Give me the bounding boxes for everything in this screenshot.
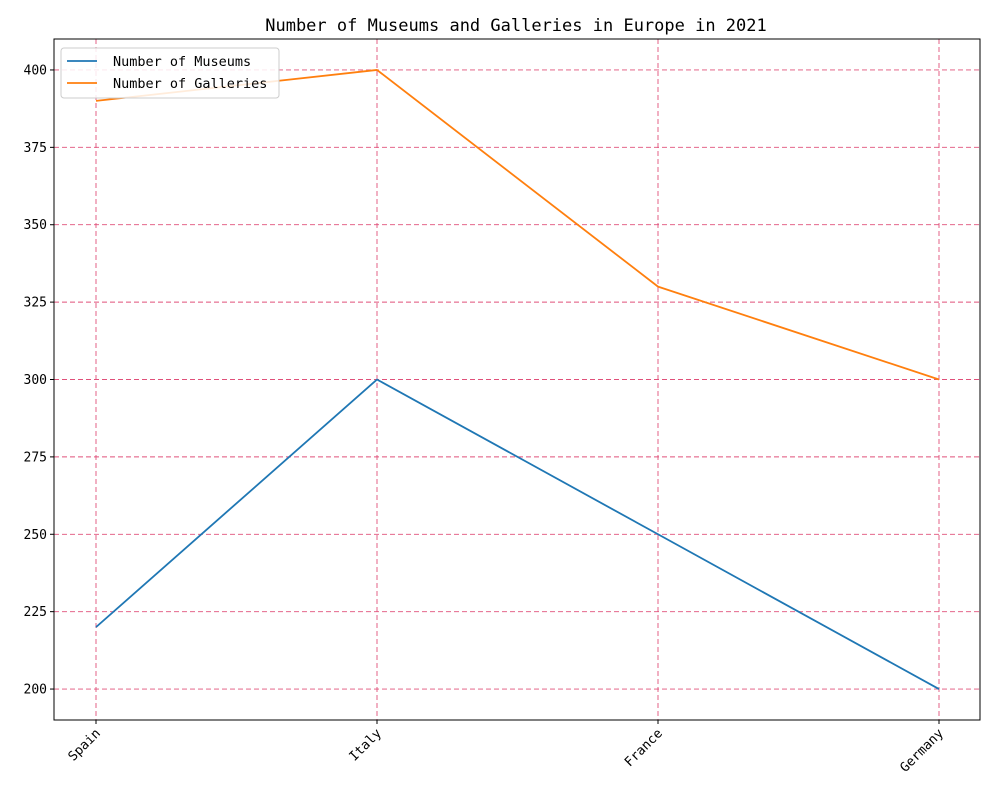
y-tick-label: 250 bbox=[24, 528, 47, 543]
x-tick-label: Italy bbox=[347, 726, 385, 764]
legend-label: Number of Museums bbox=[113, 54, 251, 70]
y-tick-label: 200 bbox=[24, 683, 47, 698]
y-tick-label: 325 bbox=[24, 296, 47, 311]
legend-box bbox=[60, 47, 280, 99]
y-tick-label: 375 bbox=[24, 141, 47, 156]
x-tick-label: Germany bbox=[897, 726, 946, 775]
legend-label: Number of Galleries bbox=[113, 76, 267, 92]
legend: Number of Museums Number of Galleries bbox=[60, 47, 280, 99]
grid bbox=[54, 39, 980, 720]
y-axis: 200 225 250 275 300 325 350 375 400 bbox=[24, 63, 54, 698]
y-tick-label: 400 bbox=[24, 63, 47, 78]
chart-title: Number of Museums and Galleries in Europ… bbox=[265, 16, 767, 36]
x-axis: Spain Italy France Germany bbox=[66, 720, 947, 776]
x-tick-label: Spain bbox=[66, 726, 104, 764]
y-tick-label: 350 bbox=[24, 218, 47, 233]
series-line-1 bbox=[95, 378, 940, 690]
y-tick-label: 225 bbox=[24, 605, 47, 620]
x-tick-label: France bbox=[622, 726, 666, 770]
y-tick-label: 300 bbox=[24, 373, 47, 388]
y-tick-label: 275 bbox=[24, 450, 47, 465]
